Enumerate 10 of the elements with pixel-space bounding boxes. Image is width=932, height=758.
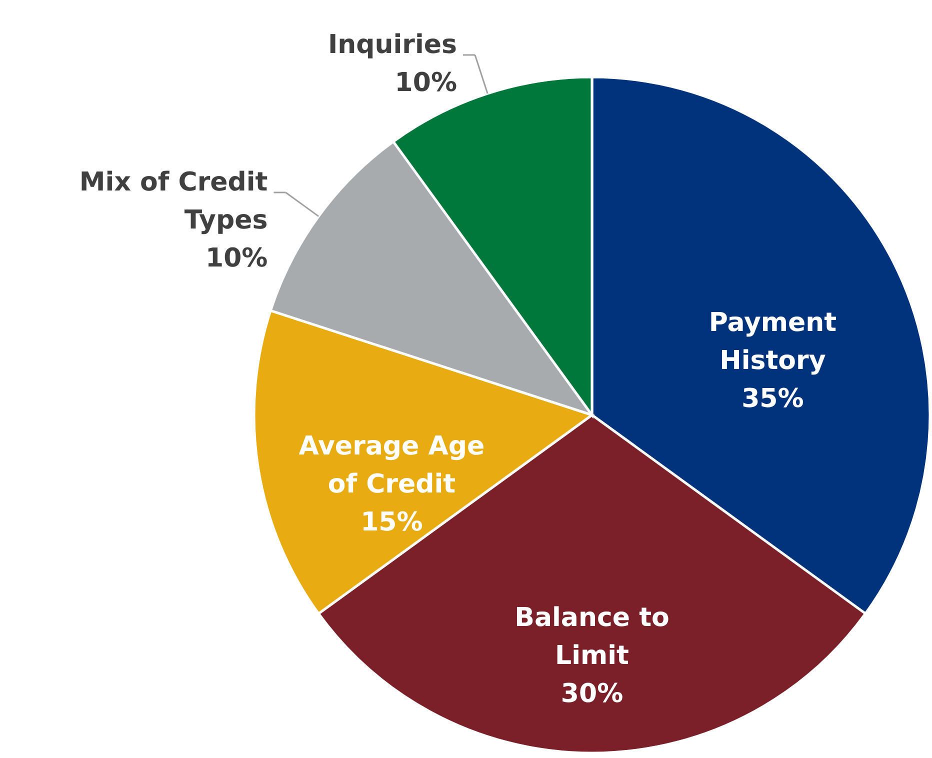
data-label: 30% — [560, 678, 624, 709]
legend-label: Mix of Credit Types — [79, 167, 268, 236]
slice-label: Average Age of Credit — [298, 432, 485, 500]
data-label: 15% — [360, 508, 423, 538]
slice-label: Balance to Limit — [514, 602, 670, 671]
data-label: 10% — [206, 243, 268, 274]
data-label: 10% — [394, 68, 458, 98]
slice-label: Payment History — [708, 308, 837, 376]
data-label: 35% — [742, 384, 804, 414]
slice-label: Inquiries — [328, 30, 458, 60]
